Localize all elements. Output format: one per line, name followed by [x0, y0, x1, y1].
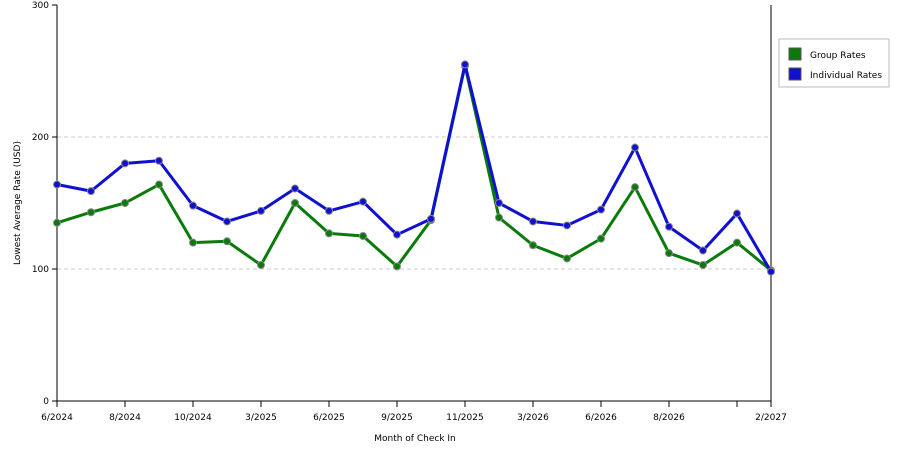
data-point: [359, 232, 367, 240]
x-tick-label: 8/2026: [653, 413, 685, 423]
data-point: [121, 159, 129, 168]
x-axis-label: Month of Check In: [374, 434, 456, 444]
data-point: [257, 206, 265, 215]
x-tick-label: 3/2025: [245, 413, 277, 423]
plot-area: [57, 5, 771, 401]
legend-swatch: [788, 47, 802, 61]
data-point: [393, 262, 401, 271]
data-point: [495, 199, 503, 207]
data-point: [699, 246, 707, 255]
y-tick-label: 200: [32, 133, 49, 143]
data-point: [87, 187, 95, 196]
series-line: [56, 64, 772, 272]
data-point: [597, 234, 605, 243]
data-point: [291, 184, 299, 193]
data-point: [155, 156, 163, 165]
data-point: [733, 238, 741, 247]
x-tick-label: 11/2025: [446, 413, 483, 423]
x-tick-label: 6/2025: [313, 413, 345, 423]
data-point: [767, 267, 775, 276]
data-point: [257, 261, 265, 270]
data-point: [529, 217, 537, 226]
x-tick-label: 10/2024: [174, 413, 212, 423]
data-point: [529, 241, 537, 250]
y-tick-label: 100: [32, 265, 49, 275]
data-point: [53, 180, 61, 189]
x-tick-label: 3/2026: [517, 413, 549, 423]
data-point: [699, 261, 707, 270]
data-point: [325, 206, 333, 215]
data-point: [189, 201, 197, 210]
data-point: [53, 218, 61, 227]
data-point: [189, 238, 197, 247]
data-point: [461, 60, 469, 69]
y-tick-label: 300: [32, 1, 49, 11]
x-tick-label: 6/2024: [41, 413, 73, 423]
data-point: [223, 237, 231, 246]
legend-label: Group Rates: [810, 51, 866, 61]
data-point: [665, 249, 673, 258]
data-point: [359, 197, 367, 206]
x-tick-label: 8/2024: [109, 413, 141, 423]
y-axis-label: Lowest Average Rate (USD): [13, 141, 23, 265]
data-point: [325, 229, 333, 238]
data-point: [597, 205, 605, 214]
data-point: [665, 222, 673, 231]
x-tick-label: 2/2027: [755, 413, 787, 423]
data-point: [563, 254, 571, 263]
data-point: [563, 221, 571, 230]
data-point: [495, 213, 503, 222]
data-point: [291, 199, 299, 207]
x-tick-label: 9/2025: [381, 413, 413, 423]
series-line: [56, 62, 773, 273]
legend-swatch: [788, 67, 802, 81]
data-point: [393, 230, 401, 239]
data-point: [121, 199, 129, 207]
data-point: [631, 183, 639, 192]
data-point: [427, 214, 435, 223]
x-tick-label: 6/2026: [585, 413, 617, 423]
data-point: [87, 208, 95, 217]
data-point: [733, 209, 741, 218]
legend-label: Individual Rates: [810, 71, 882, 81]
data-point: [155, 180, 163, 189]
data-point: [631, 143, 639, 152]
y-tick-label: 0: [43, 397, 49, 407]
data-point: [223, 217, 231, 226]
